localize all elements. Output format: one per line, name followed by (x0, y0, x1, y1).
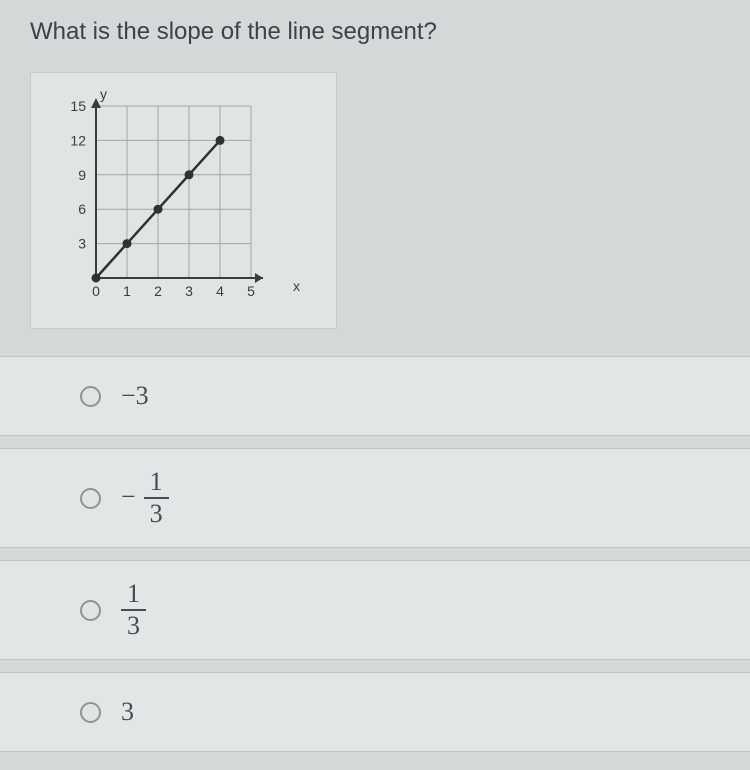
svg-text:4: 4 (216, 283, 224, 299)
fraction-b: 1 3 (144, 469, 169, 527)
fraction-c-den: 3 (121, 609, 146, 639)
svg-text:5: 5 (247, 283, 255, 299)
svg-text:9: 9 (78, 167, 86, 183)
svg-text:0: 0 (92, 283, 100, 299)
svg-text:2: 2 (154, 283, 162, 299)
fraction-c-num: 1 (121, 581, 146, 609)
answer-option-b[interactable]: − 1 3 (0, 448, 750, 548)
answer-c-content: 1 3 (121, 581, 146, 639)
answer-d-text: 3 (121, 697, 134, 727)
svg-text:12: 12 (70, 132, 86, 148)
fraction-c: 1 3 (121, 581, 146, 639)
question-text: What is the slope of the line segment? (30, 18, 720, 46)
fraction-b-num: 1 (144, 469, 169, 497)
answer-list: −3 − 1 3 1 3 (0, 356, 750, 752)
svg-text:3: 3 (78, 236, 86, 252)
radio-icon (80, 386, 101, 407)
answer-a-text: −3 (121, 381, 149, 411)
answer-b-content: − 1 3 (121, 469, 169, 527)
answer-option-d[interactable]: 3 (0, 672, 750, 752)
fraction-b-den: 3 (144, 497, 169, 527)
answer-a-content: −3 (121, 381, 149, 411)
svg-text:1: 1 (123, 283, 131, 299)
minus-sign: − (121, 482, 136, 512)
y-axis-label: y (100, 86, 107, 102)
answer-option-c[interactable]: 1 3 (0, 560, 750, 660)
x-axis-label: x (293, 278, 300, 294)
radio-icon (80, 488, 101, 509)
radio-icon (80, 600, 101, 621)
radio-icon (80, 702, 101, 723)
answer-option-a[interactable]: −3 (0, 356, 750, 436)
svg-text:6: 6 (78, 201, 86, 217)
line-chart: 0123453691215 (46, 88, 276, 313)
answer-d-content: 3 (121, 697, 134, 727)
svg-text:15: 15 (70, 98, 86, 114)
svg-text:3: 3 (185, 283, 193, 299)
chart-container: y 0123453691215 x (30, 72, 337, 329)
chart-inner: y 0123453691215 x (46, 88, 276, 318)
quiz-page: What is the slope of the line segment? y… (0, 0, 750, 770)
